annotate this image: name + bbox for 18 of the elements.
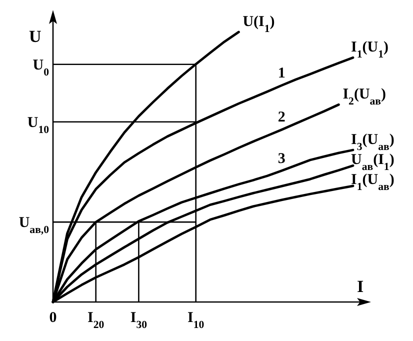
series-label: U$_{ав}$(I$_{1}$) bbox=[351, 152, 394, 173]
annotation: 1 bbox=[278, 65, 286, 82]
x-axis-title: I bbox=[357, 277, 364, 296]
ref-line-label: U$_{10}$ bbox=[27, 114, 49, 136]
annotation: 2 bbox=[278, 110, 286, 126]
series-label: I$_{1}$(U$_{1}$) bbox=[351, 40, 388, 61]
annotation: 3 bbox=[278, 150, 286, 167]
series-label: I$_{2}$(U$_{ав}$) bbox=[342, 86, 386, 108]
x-tick-label: I$_{20}$ bbox=[88, 310, 104, 331]
x-tick-label: I$_{10}$ bbox=[188, 310, 204, 331]
series-label: I$_{1}$(U$_{ав}$) bbox=[351, 172, 394, 193]
x-tick-label: 0 bbox=[49, 310, 57, 326]
series-label: I$_{3}$(U$_{ав}$) bbox=[351, 132, 394, 153]
series-label: U(I$_{1}$) bbox=[242, 14, 275, 35]
x-tick-label: I$_{30}$ bbox=[130, 310, 148, 331]
y-axis-title: U bbox=[29, 27, 42, 46]
ref-line-label: U$_{0}$ bbox=[32, 57, 49, 78]
ref-line-label: U$_{ав,0}$ bbox=[18, 215, 49, 236]
